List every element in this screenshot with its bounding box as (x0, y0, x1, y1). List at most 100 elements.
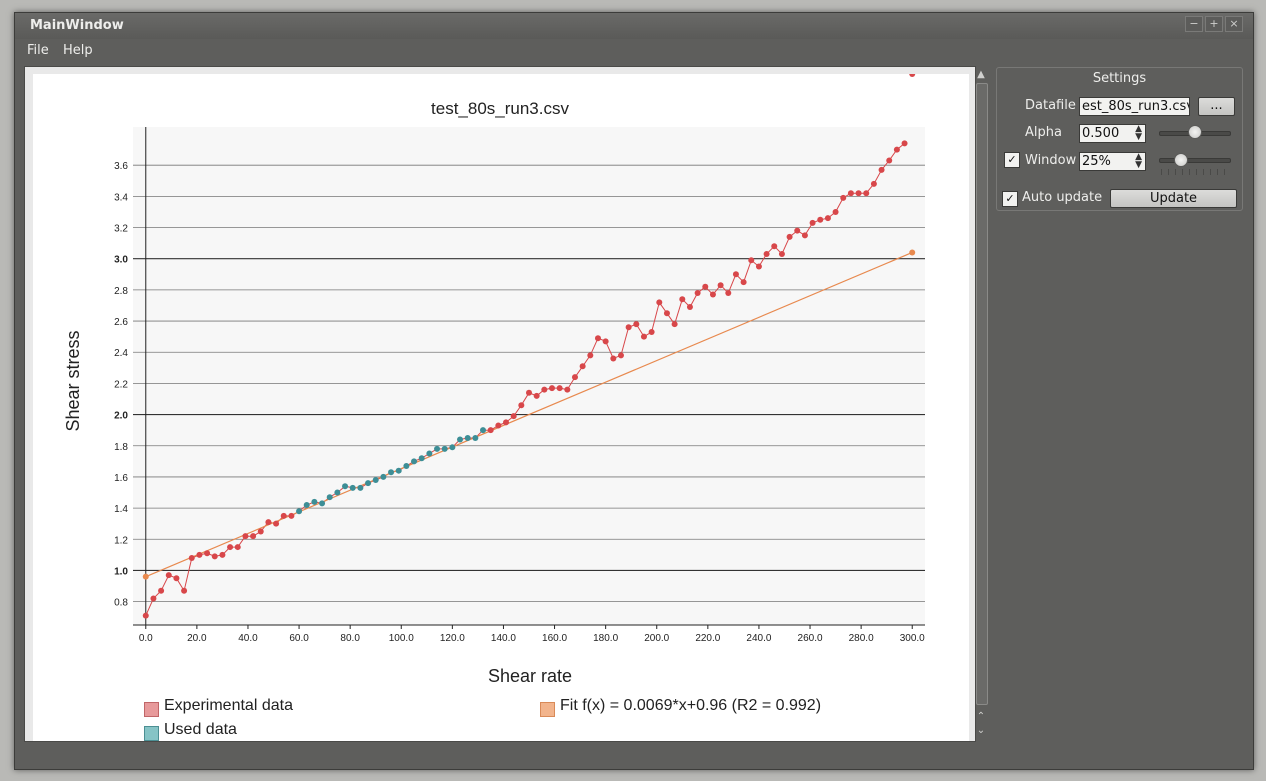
main-window: MainWindow − + × File Help test_80s_run3… (14, 12, 1254, 770)
experimental-data-point (165, 572, 172, 579)
used-data-point (303, 501, 310, 508)
browse-button[interactable]: ... (1198, 97, 1235, 116)
auto-update-checkbox[interactable]: ✓ (1002, 191, 1018, 207)
scroll-up-lower-icon[interactable]: ⌃ (976, 711, 986, 722)
experimental-data-point (273, 520, 280, 527)
experimental-data-point (242, 533, 249, 540)
experimental-data-point (150, 595, 157, 602)
experimental-data-point (173, 575, 180, 582)
used-data-point (441, 445, 448, 452)
experimental-data-point (893, 146, 900, 153)
plot-canvas: test_80s_run3.csv Shear rate Shear stres… (33, 74, 969, 741)
scroll-thumb[interactable] (976, 83, 988, 705)
settings-panel: Settings Datafile est_80s_run3.csv ... A… (996, 67, 1243, 211)
window-value: 25% (1082, 154, 1111, 169)
experimental-data-point (694, 290, 701, 296)
y-tick-label: 0.8 (114, 598, 128, 609)
datafile-input[interactable]: est_80s_run3.csv (1079, 97, 1190, 116)
plot-background (133, 127, 925, 625)
experimental-data-point (656, 299, 663, 306)
x-tick-label: 120.0 (440, 633, 465, 644)
plot-scrollbar[interactable]: ▲ ⌃ ⌄ (975, 69, 988, 739)
x-tick-label: 60.0 (289, 633, 309, 644)
auto-update-label: Auto update (1022, 190, 1103, 205)
experimental-data-point (587, 352, 594, 359)
y-axis-label: Shear stress (63, 330, 83, 431)
maximize-button[interactable]: + (1205, 16, 1223, 32)
title-bar[interactable]: MainWindow − + × (15, 13, 1253, 39)
experimental-data-point (510, 413, 517, 420)
update-button[interactable]: Update (1110, 189, 1237, 208)
menu-help[interactable]: Help (63, 43, 93, 58)
experimental-data-point (786, 233, 793, 240)
fit-endpoint (142, 573, 149, 580)
experimental-data-point (579, 363, 586, 370)
used-data-point (457, 436, 464, 443)
experimental-data-point (196, 551, 203, 558)
chart: test_80s_run3.csv Shear rate Shear stres… (63, 74, 925, 686)
experimental-data-point (211, 553, 218, 560)
experimental-data-point (740, 279, 747, 286)
alpha-slider-handle[interactable] (1188, 125, 1202, 139)
experimental-data-point (288, 512, 295, 519)
x-tick-label: 260.0 (798, 633, 823, 644)
experimental-data-point (526, 389, 532, 396)
experimental-data-point (227, 544, 234, 551)
window-slider-handle[interactable] (1173, 153, 1188, 167)
experimental-data-point (755, 263, 762, 270)
experimental-data-point (648, 328, 655, 335)
scroll-down-icon[interactable]: ⌄ (976, 725, 986, 736)
window-slider-track[interactable] (1159, 158, 1231, 163)
used-data-point (472, 434, 479, 441)
window-checkbox[interactable]: ✓ (1004, 152, 1020, 168)
experimental-data-point (617, 352, 624, 359)
chart-title: test_80s_run3.csv (431, 99, 569, 118)
spin-arrows-icon[interactable]: ▲ ▼ (1135, 124, 1142, 142)
plot-area: test_80s_run3.csv Shear rate Shear stres… (24, 66, 976, 742)
experimental-data-point (855, 190, 862, 197)
experimental-data-point (663, 310, 670, 317)
experimental-data-point (625, 324, 632, 331)
experimental-data-point (778, 251, 785, 258)
y-tick-label: 2.6 (114, 317, 128, 328)
used-data-point (326, 494, 333, 501)
experimental-data-point (702, 283, 709, 290)
minimize-button[interactable]: − (1185, 16, 1203, 32)
x-tick-label: 40.0 (238, 633, 258, 644)
used-data-point (357, 484, 364, 491)
y-tick-label: 2.0 (114, 411, 128, 422)
close-button[interactable]: × (1225, 16, 1243, 32)
experimental-data-point (548, 385, 555, 392)
experimental-data-point (250, 533, 257, 540)
experimental-data-point (878, 166, 885, 173)
used-data-point (372, 477, 379, 484)
window-spinbox[interactable]: 25% ▲ ▼ (1079, 152, 1146, 171)
experimental-data-point (181, 587, 188, 594)
alpha-spinbox[interactable]: 0.500 ▲ ▼ (1079, 124, 1146, 143)
menu-file[interactable]: File (27, 43, 49, 58)
experimental-data-point (204, 550, 211, 557)
experimental-data-point (801, 232, 808, 239)
used-data-point (418, 455, 425, 462)
x-tick-label: 280.0 (849, 633, 874, 644)
experimental-data-point (142, 612, 149, 619)
experimental-data-point (640, 333, 647, 340)
experimental-data-point (541, 386, 548, 393)
y-tick-label: 3.0 (114, 255, 128, 266)
window-title: MainWindow (30, 18, 124, 33)
x-tick-label: 240.0 (746, 633, 771, 644)
spin-arrows-icon[interactable]: ▲ ▼ (1135, 152, 1142, 170)
experimental-data-point (809, 219, 816, 226)
scroll-up-icon[interactable]: ▲ (977, 69, 985, 80)
experimental-data-point (709, 291, 716, 298)
x-tick-label: 160.0 (542, 633, 567, 644)
used-data-point (342, 483, 349, 490)
window-label: Window (1025, 153, 1077, 168)
x-tick-label: 100.0 (389, 633, 414, 644)
experimental-data-point (518, 402, 525, 409)
used-data-point (480, 427, 487, 434)
y-tick-label: 1.6 (114, 473, 128, 484)
window-slider-ticks (1161, 169, 1231, 175)
y-tick-label: 1.8 (114, 442, 128, 453)
experimental-data-point (219, 551, 226, 558)
